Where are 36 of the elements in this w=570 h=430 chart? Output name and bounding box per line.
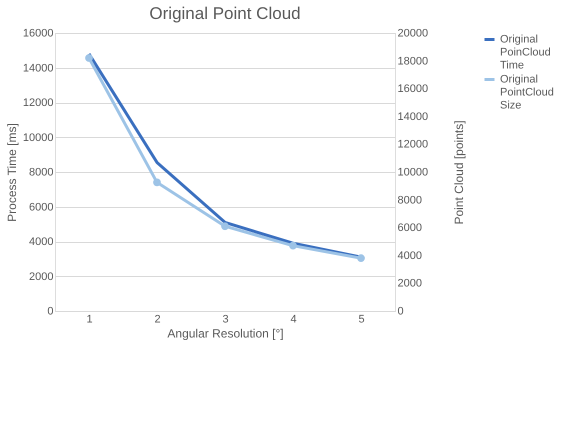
y2-tick-label: 16000 xyxy=(398,83,428,96)
y2-tick-label: 12000 xyxy=(398,138,428,151)
chart-title: Original Point Cloud xyxy=(149,4,301,23)
y-tick-label: 2000 xyxy=(29,270,54,283)
x-axis-title: Angular Resolution [°] xyxy=(167,326,284,340)
x-tick-label: 2 xyxy=(154,314,161,326)
y2-axis-title: Point Cloud [points] xyxy=(452,120,466,225)
y2-tick-label: 10000 xyxy=(398,166,428,178)
y2-tick-label: 14000 xyxy=(398,110,428,123)
y-tick-label: 4000 xyxy=(29,236,54,248)
y2-tick-label: 6000 xyxy=(398,222,422,234)
y-tick-label: 14000 xyxy=(22,62,54,74)
y-tick-label: 0 xyxy=(47,306,54,318)
y-tick-label: 8000 xyxy=(29,166,54,178)
point xyxy=(289,242,297,250)
y-tick-label: 12000 xyxy=(22,97,54,109)
y-tick-label: 16000 xyxy=(22,28,54,40)
x-tick-label: 4 xyxy=(290,314,297,326)
point xyxy=(153,178,161,186)
y-tick-label: 6000 xyxy=(29,201,54,214)
y2-tick-label: 18000 xyxy=(398,55,428,68)
y2-tick-label: 20000 xyxy=(398,28,428,40)
legend-label: Original PoinCloud Time xyxy=(500,34,551,72)
x-tick-label: 3 xyxy=(222,314,229,326)
y2-tick-label: 4000 xyxy=(398,250,422,262)
legend-label: Original PointCloud Size xyxy=(500,74,554,112)
point xyxy=(85,54,93,62)
y-axis-title: Process Time [ms] xyxy=(4,123,19,222)
point xyxy=(221,222,229,230)
y-tick-label: 10000 xyxy=(22,132,54,144)
x-tick-label: 1 xyxy=(86,314,93,326)
y2-tick-label: 8000 xyxy=(398,194,422,206)
y2-tick-label: 0 xyxy=(398,306,404,318)
y2-tick-label: 2000 xyxy=(398,278,422,290)
x-tick-label: 5 xyxy=(358,314,365,326)
point xyxy=(357,254,365,262)
